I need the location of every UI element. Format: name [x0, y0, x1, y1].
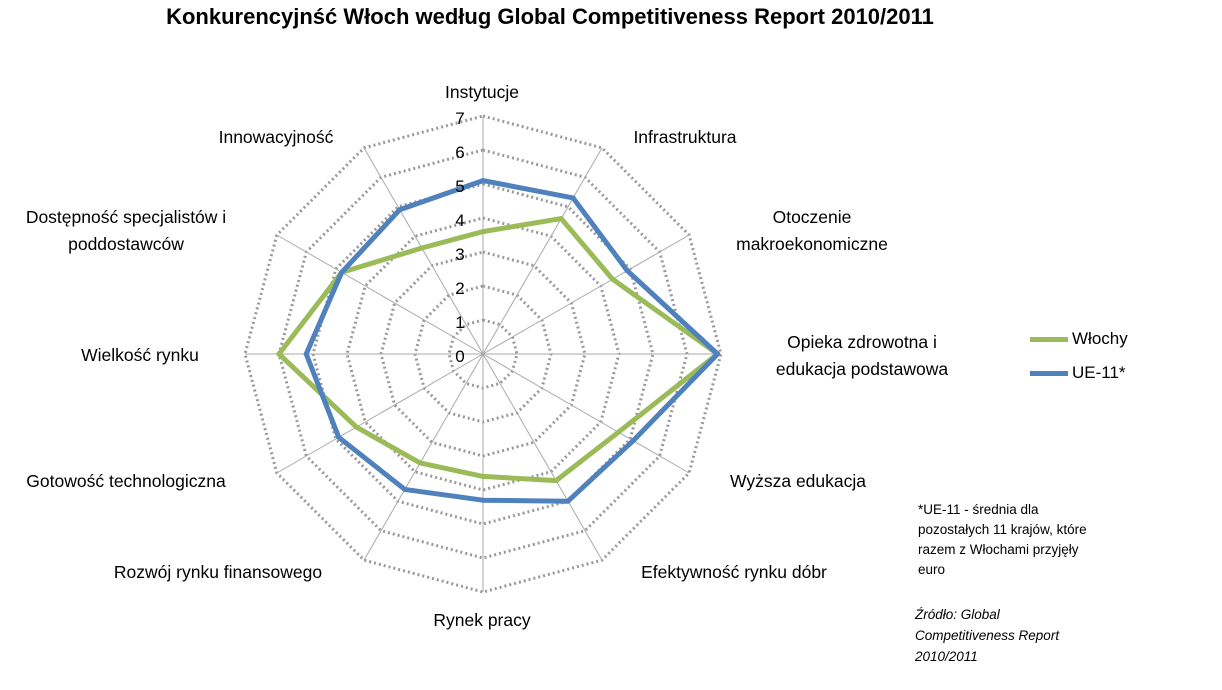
- data-point: [339, 269, 345, 275]
- radial-tick-label: 2: [455, 279, 464, 298]
- radar-grid: [243, 114, 723, 594]
- data-point: [480, 497, 486, 503]
- radial-tick-label: 0: [455, 347, 464, 366]
- source-line: Competitiveness Report: [915, 628, 1060, 643]
- category-label: Infrastruktura: [633, 127, 736, 147]
- radial-tick-label: 6: [455, 143, 464, 162]
- category-label: Opieka zdrowotna i edukacja podstawowa: [776, 332, 948, 379]
- category-label: Wielkość rynku: [81, 345, 199, 365]
- footnote-line: *UE-11 - średnia dla: [918, 502, 1039, 517]
- legend-swatch-ue11: [1030, 370, 1068, 376]
- category-label: Gotowość technologiczna: [26, 471, 226, 491]
- grid-spoke: [482, 147, 603, 355]
- footnote-line: razem z Włochami przyjęły: [918, 542, 1079, 557]
- radial-tick-label: 3: [455, 245, 464, 264]
- footnote-line: pozostałych 11 krajów, które: [918, 522, 1087, 537]
- data-point: [624, 268, 630, 274]
- category-label: Efektywność rynku dóbr: [641, 562, 827, 582]
- data-point: [610, 276, 616, 282]
- data-point: [353, 424, 359, 430]
- data-point: [565, 498, 571, 504]
- legend-label-ue11: UE-11*: [1072, 363, 1126, 382]
- radar-series: [276, 178, 721, 504]
- category-label: Rynek pracy: [433, 610, 531, 630]
- data-point: [417, 460, 423, 466]
- data-point: [615, 429, 621, 435]
- category-label: Otoczenie makroekonomiczne: [736, 207, 888, 254]
- data-point: [480, 473, 486, 479]
- data-point: [276, 351, 282, 357]
- category-label: Instytucje: [445, 82, 519, 102]
- category-label: Wyższa edukacja: [730, 471, 866, 491]
- source-note: Źródło: Global Competitiveness Report 20…: [915, 604, 1115, 667]
- grid-spoke: [276, 234, 484, 355]
- data-point: [480, 178, 486, 184]
- category-label: Innowacyjność: [219, 127, 334, 147]
- data-point: [402, 486, 408, 492]
- legend-item-ue11[interactable]: UE-11*: [1030, 356, 1210, 390]
- category-labels: Instytucje Infrastruktura Otoczenie makroek…: [26, 82, 949, 630]
- legend-item-wlochy[interactable]: Włochy: [1030, 322, 1210, 356]
- data-point: [715, 351, 721, 357]
- legend-swatch-wlochy: [1030, 336, 1068, 342]
- data-point: [303, 351, 309, 357]
- legend: Włochy UE-11*: [1030, 322, 1210, 390]
- data-point: [570, 195, 576, 201]
- data-point: [336, 434, 342, 440]
- data-point: [480, 229, 486, 235]
- radial-tick-label: 1: [455, 313, 464, 332]
- radial-tick-label: 4: [455, 211, 464, 230]
- grid-spoke: [363, 353, 484, 561]
- grid-spoke: [482, 234, 690, 355]
- data-point: [397, 207, 403, 213]
- chart-title: Konkurencyjnść Włoch według Global Compe…: [166, 4, 934, 29]
- grid-spoke: [482, 353, 690, 474]
- data-point: [553, 478, 559, 484]
- source-line: Źródło: Global: [915, 607, 1000, 622]
- footnote-line: euro: [918, 562, 946, 577]
- source-line: 2010/2011: [915, 649, 978, 664]
- grid-spoke: [482, 353, 603, 561]
- data-point: [630, 438, 636, 444]
- category-label: Rozwój rynku finansowego: [114, 562, 322, 582]
- radial-tick-label: 5: [455, 177, 464, 196]
- data-point: [558, 216, 564, 222]
- grid-spoke: [363, 147, 484, 355]
- legend-label-wlochy: Włochy: [1072, 329, 1128, 348]
- radial-tick-label: 7: [455, 109, 464, 128]
- radial-ticks: 0 1 2 3 4 5 6 7: [455, 109, 464, 366]
- category-label: Dostępność specjalistów i poddostawców: [26, 207, 226, 254]
- footnote: *UE-11 - średnia dla pozostałych 11 kraj…: [918, 500, 1158, 580]
- grid-spoke: [276, 353, 484, 474]
- data-point: [419, 245, 425, 251]
